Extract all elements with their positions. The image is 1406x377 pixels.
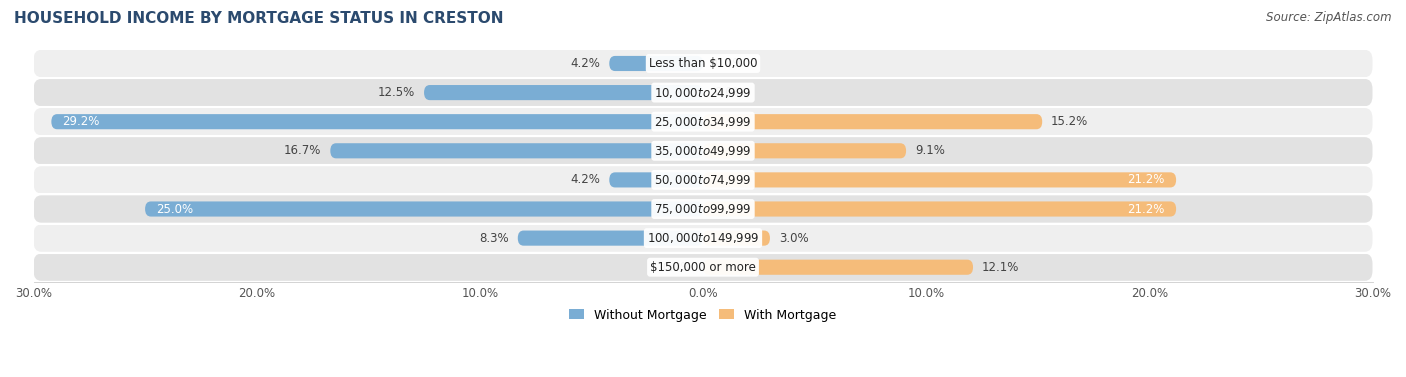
Text: 3.0%: 3.0% bbox=[779, 231, 808, 245]
Text: $25,000 to $34,999: $25,000 to $34,999 bbox=[654, 115, 752, 129]
Text: 9.1%: 9.1% bbox=[915, 144, 945, 157]
FancyBboxPatch shape bbox=[34, 50, 1372, 77]
FancyBboxPatch shape bbox=[703, 143, 905, 158]
Text: $100,000 to $149,999: $100,000 to $149,999 bbox=[647, 231, 759, 245]
FancyBboxPatch shape bbox=[34, 254, 1372, 281]
Text: 12.1%: 12.1% bbox=[981, 261, 1019, 274]
Text: $50,000 to $74,999: $50,000 to $74,999 bbox=[654, 173, 752, 187]
Text: Less than $10,000: Less than $10,000 bbox=[648, 57, 758, 70]
FancyBboxPatch shape bbox=[34, 195, 1372, 223]
FancyBboxPatch shape bbox=[34, 137, 1372, 164]
FancyBboxPatch shape bbox=[703, 201, 1175, 216]
Text: 0.0%: 0.0% bbox=[662, 261, 692, 274]
FancyBboxPatch shape bbox=[34, 224, 1372, 252]
Text: 15.2%: 15.2% bbox=[1052, 115, 1088, 128]
Text: $150,000 or more: $150,000 or more bbox=[650, 261, 756, 274]
FancyBboxPatch shape bbox=[330, 143, 703, 158]
Text: 0.0%: 0.0% bbox=[714, 57, 744, 70]
Text: 4.2%: 4.2% bbox=[571, 57, 600, 70]
Legend: Without Mortgage, With Mortgage: Without Mortgage, With Mortgage bbox=[564, 304, 842, 327]
Text: 8.3%: 8.3% bbox=[479, 231, 509, 245]
Text: $10,000 to $24,999: $10,000 to $24,999 bbox=[654, 86, 752, 100]
FancyBboxPatch shape bbox=[34, 108, 1372, 135]
Text: 25.0%: 25.0% bbox=[156, 202, 194, 216]
FancyBboxPatch shape bbox=[703, 260, 973, 275]
FancyBboxPatch shape bbox=[609, 56, 703, 71]
Text: 4.2%: 4.2% bbox=[571, 173, 600, 186]
Text: 21.2%: 21.2% bbox=[1128, 173, 1166, 186]
Text: 16.7%: 16.7% bbox=[284, 144, 322, 157]
Text: $35,000 to $49,999: $35,000 to $49,999 bbox=[654, 144, 752, 158]
Text: $75,000 to $99,999: $75,000 to $99,999 bbox=[654, 202, 752, 216]
FancyBboxPatch shape bbox=[703, 114, 1042, 129]
FancyBboxPatch shape bbox=[52, 114, 703, 129]
Text: 21.2%: 21.2% bbox=[1128, 202, 1166, 216]
FancyBboxPatch shape bbox=[517, 231, 703, 246]
Text: 12.5%: 12.5% bbox=[378, 86, 415, 99]
FancyBboxPatch shape bbox=[609, 172, 703, 187]
Text: HOUSEHOLD INCOME BY MORTGAGE STATUS IN CRESTON: HOUSEHOLD INCOME BY MORTGAGE STATUS IN C… bbox=[14, 11, 503, 26]
Text: 0.0%: 0.0% bbox=[714, 86, 744, 99]
Text: 29.2%: 29.2% bbox=[62, 115, 100, 128]
Text: Source: ZipAtlas.com: Source: ZipAtlas.com bbox=[1267, 11, 1392, 24]
FancyBboxPatch shape bbox=[425, 85, 703, 100]
FancyBboxPatch shape bbox=[34, 79, 1372, 106]
FancyBboxPatch shape bbox=[703, 172, 1175, 187]
FancyBboxPatch shape bbox=[145, 201, 703, 216]
FancyBboxPatch shape bbox=[703, 231, 770, 246]
FancyBboxPatch shape bbox=[34, 166, 1372, 193]
